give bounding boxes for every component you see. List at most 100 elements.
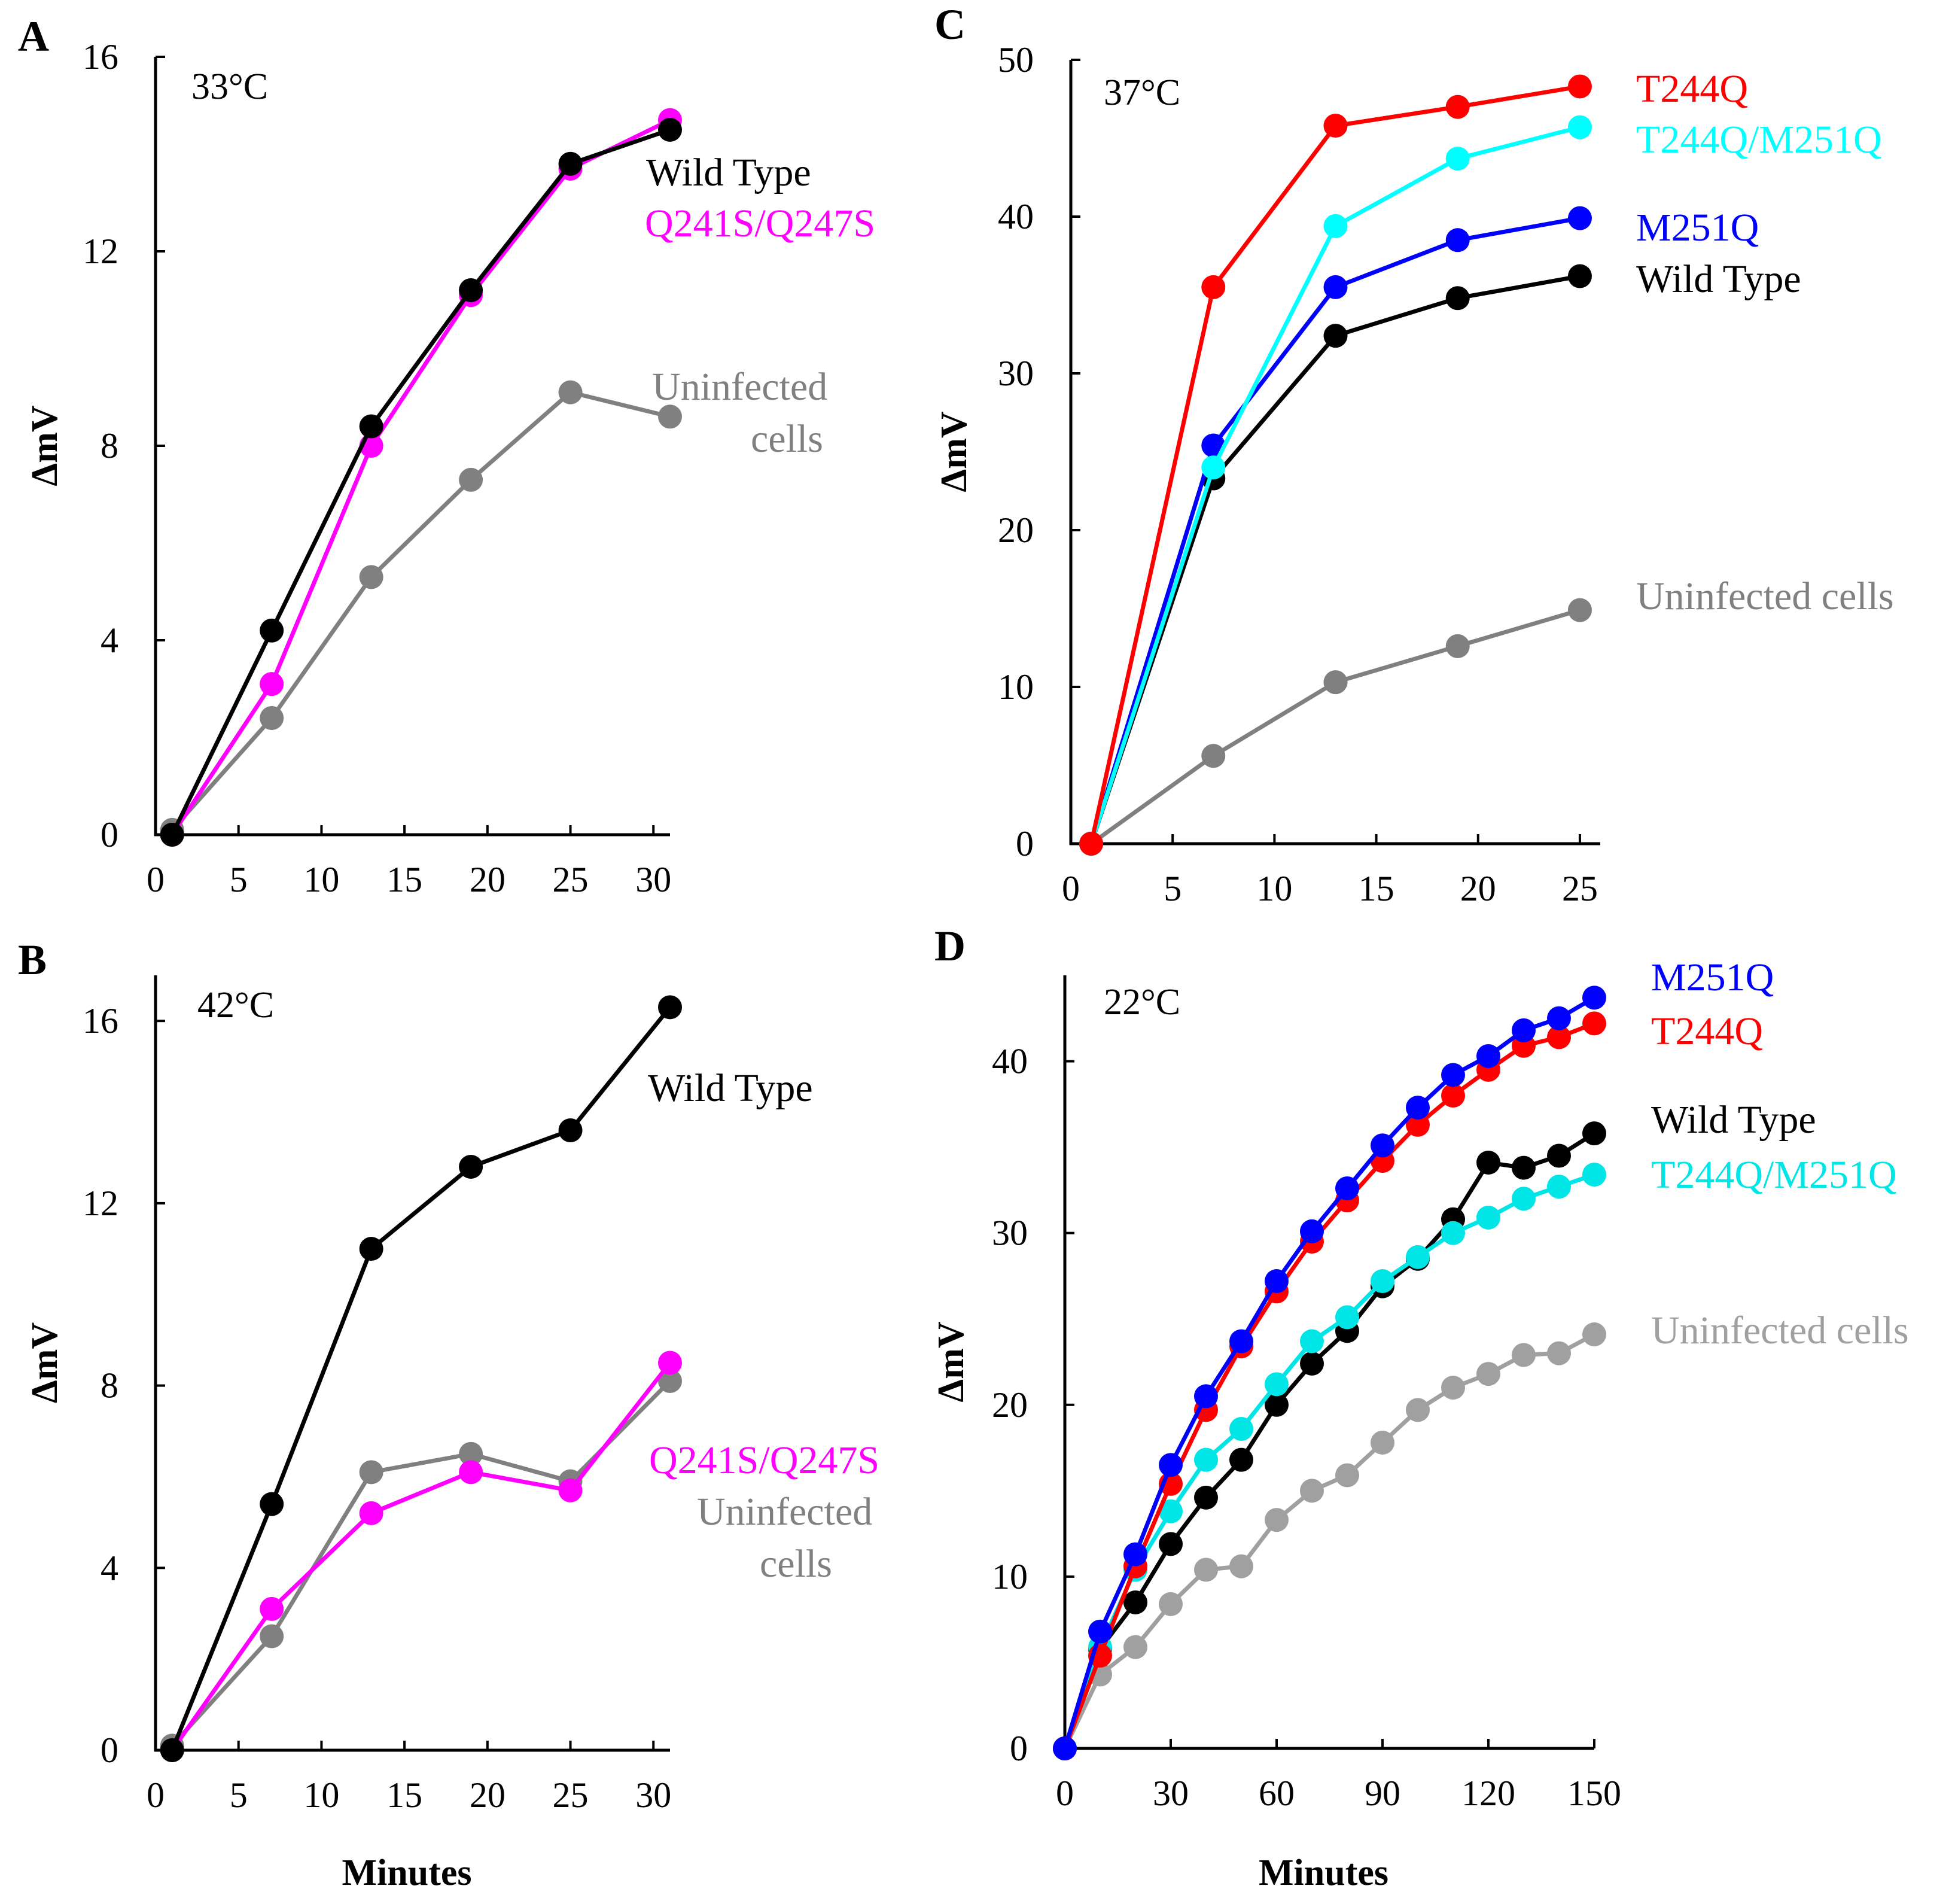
data-point xyxy=(558,380,583,404)
data-point xyxy=(1582,1121,1606,1146)
y-tick-label: 0 xyxy=(1010,1729,1028,1768)
data-point xyxy=(1406,1398,1430,1422)
series-m251q xyxy=(1053,986,1606,1760)
series-line xyxy=(1062,1332,1595,1750)
data-point xyxy=(260,618,284,643)
data-point xyxy=(1159,1499,1183,1523)
x-tick-label: 25 xyxy=(1562,869,1598,908)
legend-label: T244Q xyxy=(1651,1009,1763,1053)
data-point xyxy=(1476,1362,1500,1386)
data-point xyxy=(260,706,284,730)
data-point xyxy=(1445,95,1470,119)
legend-label: Uninfected cells xyxy=(1636,574,1894,618)
x-tick-label: 15 xyxy=(1359,869,1394,908)
x-tick-label: 25 xyxy=(553,860,589,899)
panel-letter: A xyxy=(18,13,49,60)
legend-label: Wild Type xyxy=(1636,257,1801,301)
x-axis-title: Minutes xyxy=(342,1853,472,1893)
y-tick-label: 12 xyxy=(83,1184,118,1223)
data-point xyxy=(1512,1343,1536,1367)
data-point xyxy=(558,1118,583,1142)
data-point xyxy=(658,117,682,142)
series-line xyxy=(1089,216,1581,845)
data-point xyxy=(1547,1341,1571,1365)
data-point xyxy=(459,1441,483,1466)
x-tick-label: 30 xyxy=(1153,1774,1189,1813)
data-point xyxy=(1123,1635,1147,1659)
legend-label: Q241S/Q247S xyxy=(649,1438,879,1482)
x-tick-label: 10 xyxy=(303,1775,339,1815)
data-point xyxy=(1323,214,1348,238)
data-point xyxy=(1445,286,1470,311)
data-point xyxy=(359,565,383,589)
series-uninfected-cells xyxy=(1053,1322,1606,1760)
data-point xyxy=(1323,275,1348,299)
data-point xyxy=(1582,1163,1606,1187)
data-point xyxy=(1300,1351,1324,1376)
data-point xyxy=(260,1624,284,1648)
data-point xyxy=(1512,1018,1536,1042)
panel-d: D 0 10 20 30 40 0 30 60 90 120 150 ΔmV Minutes 22°C Uni… xyxy=(931,922,1909,1893)
legend-label: Q241S/Q247S xyxy=(645,202,875,245)
y-tick-label: 12 xyxy=(83,232,118,271)
series-wild-type xyxy=(1079,264,1592,856)
data-point xyxy=(359,1501,383,1525)
y-tick-label: 40 xyxy=(998,197,1034,236)
data-point xyxy=(658,1368,682,1393)
series-uninfected-cells xyxy=(160,380,682,842)
data-point xyxy=(1300,1479,1324,1503)
data-point xyxy=(1194,1558,1218,1582)
data-point xyxy=(1229,1554,1253,1578)
data-point xyxy=(658,1351,682,1375)
data-point xyxy=(1123,1542,1147,1567)
series-line xyxy=(1089,274,1581,845)
data-point xyxy=(1201,455,1226,480)
series-q241s-q247s xyxy=(160,1351,682,1762)
data-point xyxy=(160,1738,184,1762)
data-point xyxy=(1476,1205,1500,1230)
data-point xyxy=(1088,1619,1112,1644)
y-tick-label: 16 xyxy=(83,37,118,77)
x-tick-label: 15 xyxy=(386,1775,422,1815)
panel-letter: B xyxy=(18,936,47,984)
data-point xyxy=(1512,1187,1536,1211)
series-uninfected-cells xyxy=(160,1368,682,1758)
data-point xyxy=(1079,832,1104,856)
data-point xyxy=(1123,1590,1147,1614)
x-tick-label: 10 xyxy=(303,860,339,899)
data-point xyxy=(1445,147,1470,171)
x-tick-label: 20 xyxy=(1460,869,1496,908)
data-point xyxy=(1476,1044,1500,1068)
data-point xyxy=(558,151,583,176)
data-point xyxy=(1265,1269,1289,1294)
data-point xyxy=(1323,114,1348,138)
temperature-label: 42°C xyxy=(197,985,274,1026)
data-point xyxy=(1371,1133,1394,1158)
data-point xyxy=(1371,1430,1394,1455)
data-point xyxy=(1159,1592,1183,1616)
x-tick-label: 30 xyxy=(635,1775,671,1815)
series-t244q xyxy=(1079,74,1592,856)
data-point xyxy=(1567,264,1592,288)
data-point xyxy=(658,404,682,429)
legend-label: Uninfected xyxy=(697,1490,872,1534)
data-point xyxy=(1335,1463,1359,1488)
x-tick-label: 0 xyxy=(1056,1774,1074,1813)
x-tick-label: 20 xyxy=(470,860,506,899)
data-point xyxy=(1194,1384,1218,1409)
temperature-label: 22°C xyxy=(1104,982,1180,1023)
data-point xyxy=(1335,1305,1359,1330)
panel-c: C 0 10 20 30 40 50 0 5 10 15 20 25 ΔmV 37°C Uninfected … xyxy=(934,1,1894,908)
series-wild-type xyxy=(160,995,682,1762)
legend-label: Wild Type xyxy=(646,151,811,194)
y-tick-label: 50 xyxy=(998,40,1034,80)
y-axis-title: ΔmV xyxy=(25,405,65,486)
data-point xyxy=(1335,1176,1359,1201)
y-axis-title: ΔmV xyxy=(25,1322,65,1404)
panel-a: A 0 4 8 12 16 0 5 10 15 20 25 30 ΔmV 33°C Uninfected cel… xyxy=(18,13,875,899)
series-q241s-q247s xyxy=(160,108,682,847)
x-tick-label: 0 xyxy=(147,860,165,899)
data-point xyxy=(359,414,383,439)
data-point xyxy=(260,1492,284,1516)
